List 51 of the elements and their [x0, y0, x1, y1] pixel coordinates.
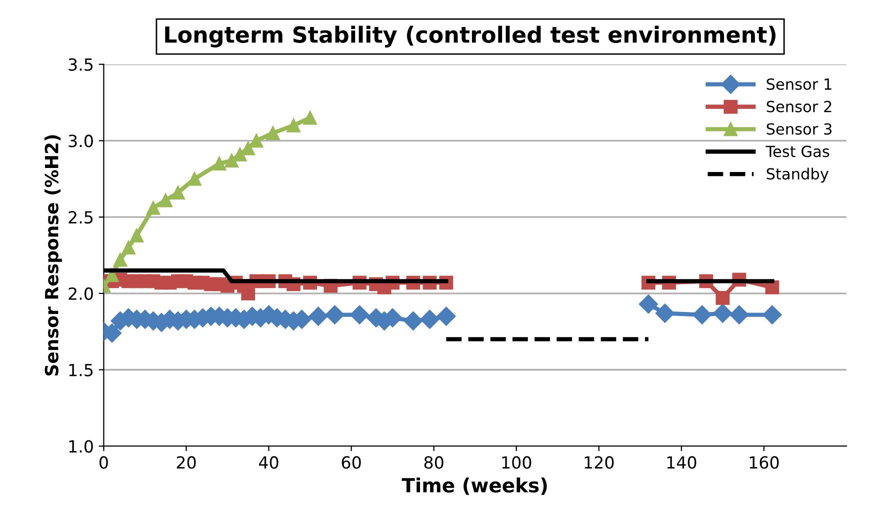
x-tick-label: 80 — [424, 456, 444, 469]
point — [436, 306, 456, 326]
point — [404, 311, 423, 330]
point — [146, 200, 160, 215]
point — [105, 268, 119, 282]
point — [655, 304, 674, 323]
legend-label: Sensor 3 — [766, 123, 832, 135]
point — [130, 228, 144, 242]
point — [716, 291, 730, 305]
legend-label: Test Gas — [766, 146, 830, 158]
point — [638, 294, 658, 314]
point — [122, 240, 136, 255]
point — [104, 324, 122, 343]
x-tick-label: 140 — [667, 456, 696, 469]
legend-label: Sensor 1 — [766, 78, 832, 90]
point — [350, 305, 370, 324]
point — [420, 310, 440, 329]
y-tick-label: 2.5 — [68, 211, 93, 224]
point — [762, 305, 782, 324]
x-tick-label: 120 — [584, 456, 614, 469]
x-tick-label: 20 — [176, 456, 196, 469]
y-tick-label: 2.0 — [68, 287, 93, 300]
y-axis-title: Sensor Response (%H2) — [44, 135, 62, 376]
point — [241, 286, 256, 300]
point — [212, 156, 226, 171]
x-tick-label: 40 — [258, 456, 278, 469]
point — [692, 305, 712, 324]
x-tick-label: 60 — [342, 456, 361, 469]
y-tick-label: 3.0 — [68, 134, 93, 148]
point — [308, 306, 328, 326]
x-tick-label: 100 — [502, 456, 532, 469]
y-tick-label: 1.5 — [69, 364, 93, 376]
point — [303, 110, 317, 125]
point — [286, 118, 300, 132]
point — [171, 186, 185, 200]
point — [113, 252, 128, 267]
point — [325, 305, 344, 324]
x-tick-label: 0 — [100, 456, 108, 469]
point — [188, 172, 202, 186]
legend-label: Standby — [766, 168, 828, 183]
x-axis-title: Time (weeks) — [402, 478, 547, 495]
chart-title: Longterm Stability (controlled test environment) — [165, 26, 776, 48]
y-tick-label: 3.5 — [68, 58, 93, 71]
point — [266, 126, 280, 140]
point — [713, 304, 732, 323]
point — [730, 305, 749, 324]
point — [158, 193, 173, 208]
legend-label: Sensor 2 — [766, 100, 832, 112]
x-tick-label: 160 — [750, 456, 779, 469]
point — [224, 154, 239, 168]
y-tick-label: 1.0 — [69, 440, 93, 453]
